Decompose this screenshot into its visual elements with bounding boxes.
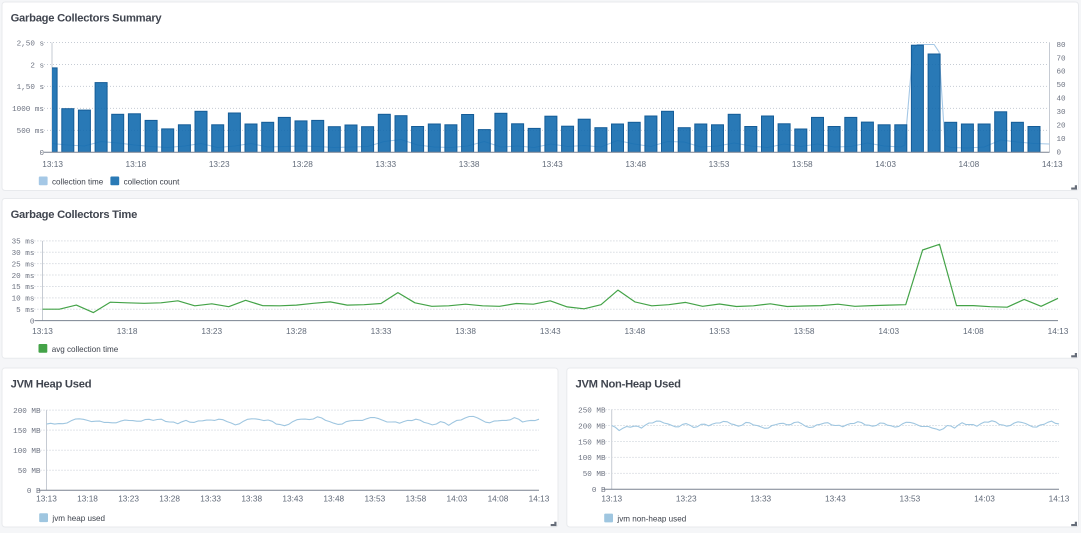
svg-text:30: 30 [1057,109,1067,117]
svg-text:14:13: 14:13 [1042,159,1063,169]
svg-text:0: 0 [39,150,44,158]
svg-text:0: 0 [30,318,35,326]
svg-text:0 B: 0 B [27,488,41,496]
svg-text:500 ms: 500 ms [17,128,44,136]
svg-text:13:23: 13:23 [201,326,222,336]
svg-text:60: 60 [1057,69,1067,77]
svg-text:14:03: 14:03 [878,326,899,336]
svg-text:0: 0 [1057,149,1062,157]
svg-text:2 s: 2 s [30,62,44,70]
svg-text:20: 20 [1057,123,1067,131]
svg-text:13:23: 13:23 [676,494,697,504]
svg-text:13:33: 13:33 [200,494,221,504]
svg-text:13:33: 13:33 [375,159,396,169]
svg-text:14:08: 14:08 [488,494,509,504]
svg-text:200 MB: 200 MB [13,408,41,416]
svg-text:0 B: 0 B [592,487,606,495]
svg-text:13:23: 13:23 [209,159,230,169]
svg-text:35 ms: 35 ms [12,239,35,247]
svg-text:13:28: 13:28 [159,494,180,504]
svg-text:50: 50 [1057,82,1067,90]
svg-text:150 MB: 150 MB [13,428,41,436]
svg-text:13:38: 13:38 [455,326,476,336]
svg-text:70: 70 [1057,55,1067,63]
svg-text:13:48: 13:48 [323,494,344,504]
svg-text:13:48: 13:48 [625,159,646,169]
svg-text:5 ms: 5 ms [16,307,34,315]
svg-text:100 MB: 100 MB [578,455,606,463]
svg-text:30 ms: 30 ms [12,250,35,258]
svg-text:13:18: 13:18 [77,494,98,504]
svg-text:14:13: 14:13 [529,494,550,504]
svg-text:13:18: 13:18 [126,159,147,169]
svg-text:13:23: 13:23 [118,494,139,504]
svg-text:13:48: 13:48 [624,326,645,336]
svg-text:13:58: 13:58 [794,326,815,336]
svg-text:13:33: 13:33 [371,326,392,336]
svg-text:13:38: 13:38 [241,494,262,504]
svg-text:20 ms: 20 ms [12,273,35,281]
svg-text:13:53: 13:53 [709,326,730,336]
svg-text:13:43: 13:43 [542,159,563,169]
svg-text:40: 40 [1057,96,1067,104]
svg-text:50 MB: 50 MB [18,468,41,476]
svg-text:80: 80 [1057,42,1067,50]
svg-text:13:38: 13:38 [459,159,480,169]
svg-text:Garbage Collectors Summary: Garbage Collectors Summary [11,13,163,25]
svg-text:200 MB: 200 MB [578,423,606,431]
svg-text:Garbage Collectors Time: Garbage Collectors Time [11,209,138,221]
svg-text:13:53: 13:53 [364,494,385,504]
svg-text:13:58: 13:58 [792,159,813,169]
svg-text:2,50 s: 2,50 s [17,40,44,48]
svg-text:10 ms: 10 ms [12,296,35,304]
svg-text:15 ms: 15 ms [12,284,35,292]
svg-text:13:13: 13:13 [32,326,53,336]
svg-text:13:13: 13:13 [42,159,63,169]
svg-text:14:03: 14:03 [447,494,468,504]
svg-text:13:13: 13:13 [601,494,622,504]
svg-text:13:43: 13:43 [825,494,846,504]
svg-text:1000 ms: 1000 ms [12,106,44,114]
svg-text:14:03: 14:03 [875,159,896,169]
svg-text:jvm heap used: jvm heap used [51,514,105,523]
svg-text:10: 10 [1057,136,1067,144]
svg-text:13:43: 13:43 [540,326,561,336]
svg-text:14:08: 14:08 [963,326,984,336]
svg-text:14:13: 14:13 [1049,494,1070,504]
svg-text:14:13: 14:13 [1048,326,1069,336]
svg-text:100 MB: 100 MB [13,448,41,456]
svg-text:collection time: collection time [52,177,104,186]
svg-text:13:28: 13:28 [292,159,313,169]
svg-text:13:28: 13:28 [286,326,307,336]
svg-text:14:08: 14:08 [959,159,980,169]
svg-text:jvm non-heap used: jvm non-heap used [616,515,686,524]
svg-text:25 ms: 25 ms [12,261,35,269]
svg-text:13:13: 13:13 [36,494,57,504]
svg-text:13:43: 13:43 [282,494,303,504]
svg-text:150 MB: 150 MB [578,439,606,447]
svg-text:1,50 s: 1,50 s [17,84,44,92]
svg-text:14:03: 14:03 [974,494,995,504]
svg-text:250 MB: 250 MB [578,407,606,415]
svg-text:13:58: 13:58 [405,494,426,504]
svg-text:JVM Heap Used: JVM Heap Used [11,378,92,390]
svg-text:JVM Non-Heap Used: JVM Non-Heap Used [576,378,682,390]
svg-text:13:53: 13:53 [900,494,921,504]
svg-text:13:33: 13:33 [750,494,771,504]
svg-text:13:53: 13:53 [709,159,730,169]
svg-text:collection count: collection count [124,177,181,186]
svg-text:50 MB: 50 MB [583,471,606,479]
svg-text:avg collection time: avg collection time [52,345,119,354]
svg-text:13:18: 13:18 [117,326,138,336]
